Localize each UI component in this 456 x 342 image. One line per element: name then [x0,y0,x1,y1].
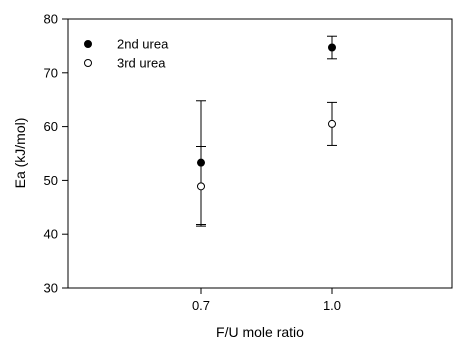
y-tick-label: 70 [44,65,58,80]
legend-label: 3rd urea [117,56,166,71]
y-tick-label: 80 [44,12,58,27]
y-axis-label: Ea (kJ/mol) [12,118,28,189]
x-axis-ticks: 0.7 1.0 [192,288,341,313]
x-tick-label: 1.0 [323,298,341,313]
plot-area-frame [67,18,453,289]
y-tick-label: 40 [44,227,58,242]
y-axis-ticks: 30 40 50 60 70 80 [44,12,68,296]
y-tick-label: 60 [44,119,58,134]
error-bars [196,35,337,227]
legend: 2nd urea 3rd urea [84,37,169,71]
x-tick-label: 0.7 [192,298,210,313]
legend-marker [84,59,92,67]
legend-label: 2nd urea [117,37,169,52]
data-point-filled [197,158,205,167]
data-point-filled [328,43,336,52]
y-tick-label: 50 [44,173,58,188]
y-tick-label: 30 [44,281,58,296]
x-axis-label: F/U mole ratio [216,324,304,340]
data-point-open [197,182,205,191]
data-point-open [328,119,336,128]
data-points [197,43,336,191]
legend-marker [84,40,92,48]
